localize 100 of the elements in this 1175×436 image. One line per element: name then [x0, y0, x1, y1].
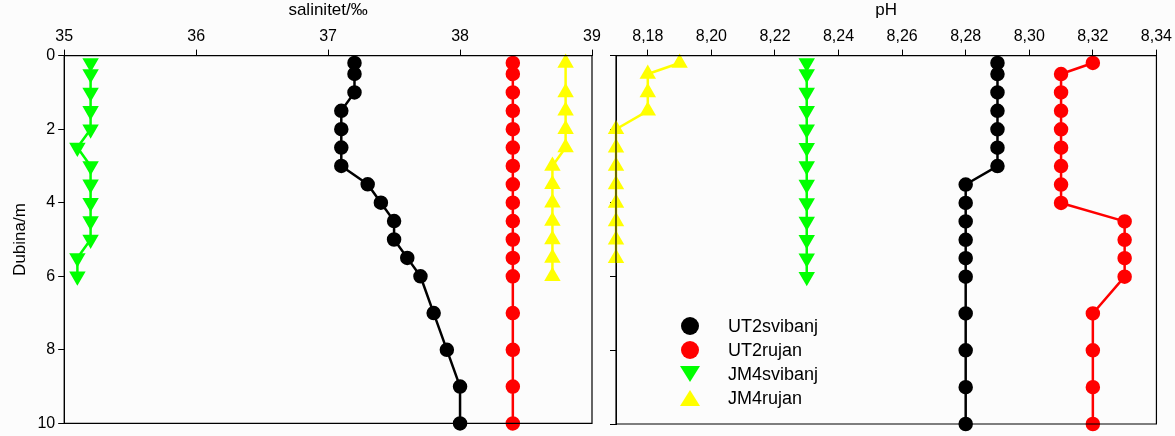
point [83, 106, 98, 120]
point [958, 232, 973, 248]
point [545, 268, 560, 282]
legend-label: UT2svibanj [728, 315, 819, 337]
point [799, 198, 815, 212]
point [1053, 103, 1069, 119]
point [505, 250, 521, 266]
point [799, 271, 815, 285]
point [1117, 214, 1132, 229]
point [83, 216, 98, 230]
point [413, 269, 428, 284]
point [83, 87, 98, 101]
point [505, 177, 521, 192]
point [990, 140, 1005, 155]
y-tick-label: 10 [37, 413, 56, 431]
legend-label: JM4svibanj [728, 363, 819, 385]
x-tick-label: 8,34 [1140, 27, 1173, 45]
point [990, 158, 1005, 174]
point [958, 214, 973, 229]
point [452, 379, 468, 394]
point [799, 179, 815, 193]
point [70, 271, 85, 285]
point [545, 231, 560, 245]
point [70, 142, 85, 156]
point [990, 85, 1005, 100]
point [1117, 250, 1132, 266]
point [505, 121, 521, 137]
point [505, 195, 521, 210]
point [83, 197, 98, 211]
point [505, 85, 521, 100]
point [958, 269, 973, 284]
point [958, 343, 973, 358]
y-tick-label: 6 [46, 266, 56, 284]
x-axis-title: salinitet/‰ [288, 0, 368, 19]
point [505, 342, 521, 358]
point [545, 194, 560, 208]
y-tick-label: 8 [46, 340, 56, 358]
x-tick-label: 8,26 [886, 27, 918, 45]
point [373, 195, 389, 210]
point [347, 66, 362, 82]
point [990, 103, 1005, 119]
point [799, 253, 815, 267]
point [799, 161, 815, 175]
point [799, 87, 815, 101]
point [958, 250, 973, 266]
point [1053, 140, 1069, 155]
point [1053, 85, 1069, 100]
point [452, 416, 468, 431]
point [505, 232, 521, 247]
point [958, 177, 973, 192]
point [558, 84, 573, 98]
point [505, 140, 521, 155]
point [505, 158, 521, 174]
point [799, 142, 815, 156]
point [958, 379, 973, 395]
point [1085, 306, 1101, 321]
legend-label: UT2rujan [728, 339, 803, 361]
x-tick-label: 8,24 [822, 27, 855, 45]
x-tick-label: 8,32 [1077, 27, 1109, 45]
point [799, 124, 815, 138]
point [334, 140, 349, 155]
point [83, 58, 98, 72]
point [400, 250, 415, 266]
point [1085, 55, 1101, 71]
point [640, 84, 656, 98]
point [505, 103, 521, 119]
point [505, 305, 521, 321]
point [1085, 343, 1101, 358]
point [439, 342, 455, 358]
x-tick-label: 8,28 [950, 27, 982, 45]
y-tick-label: 2 [46, 119, 56, 137]
y-tick-label: 4 [46, 193, 56, 211]
y-axis-title: Dubina/m [9, 203, 29, 276]
point [334, 103, 349, 119]
point [505, 269, 521, 284]
point [334, 158, 349, 174]
x-tick-label: 38 [451, 27, 470, 45]
point [83, 234, 98, 248]
x-tick-label: 35 [55, 27, 74, 45]
point [505, 416, 521, 431]
x-tick-label: 39 [583, 27, 601, 45]
point [83, 124, 98, 138]
point [386, 213, 402, 229]
point [334, 121, 349, 137]
x-tick-label: 37 [319, 27, 338, 45]
point [1053, 122, 1069, 137]
point [799, 216, 815, 230]
point [799, 69, 815, 83]
point [83, 69, 98, 83]
point [360, 177, 375, 192]
point [1085, 379, 1101, 395]
x-tick-label: 8,30 [1013, 27, 1045, 45]
x-tick-label: 8,22 [759, 27, 791, 45]
point [1053, 195, 1069, 211]
point [347, 85, 362, 100]
point [990, 66, 1005, 82]
point [990, 122, 1005, 137]
legend-label: JM4rujan [728, 387, 803, 409]
x-tick-label: 8,20 [695, 27, 728, 45]
point [1053, 66, 1069, 82]
